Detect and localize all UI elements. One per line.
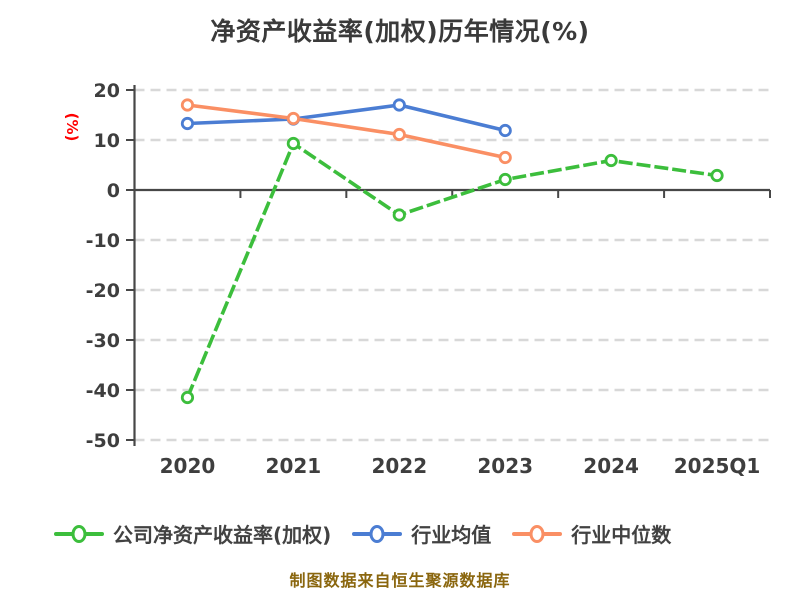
data-point-marker[interactable] — [286, 111, 300, 126]
data-point-marker[interactable] — [498, 123, 512, 138]
y-tick-label: -30 — [86, 330, 120, 352]
legend-item-company-roe[interactable]: 公司净资产收益率(加权) — [54, 519, 331, 548]
y-tick-label: 20 — [94, 80, 120, 102]
y-tick-label: 0 — [107, 180, 120, 202]
x-tick-label: 2020 — [160, 454, 216, 478]
x-tick-label: 2025Q1 — [674, 454, 761, 478]
data-point-marker[interactable] — [392, 127, 406, 142]
y-tick-label: -50 — [86, 430, 120, 452]
data-point-marker[interactable] — [710, 168, 724, 183]
data-point-marker[interactable] — [604, 153, 618, 168]
legend-label: 行业中位数 — [571, 523, 672, 547]
data-point-marker[interactable] — [180, 390, 195, 405]
series-line — [187, 103, 506, 160]
data-source-caption: 制图数据来自恒生聚源数据库 — [289, 571, 511, 590]
y-tick-label: -10 — [86, 230, 120, 252]
legend: 公司净资产收益率(加权) 行业均值 行业中位数 — [54, 519, 671, 548]
data-point-marker[interactable] — [498, 150, 512, 165]
data-point-marker[interactable] — [392, 208, 406, 222]
legend-item-industry-median[interactable]: 行业中位数 — [512, 519, 671, 548]
data-point-marker[interactable] — [180, 116, 195, 131]
y-tick-label: 10 — [94, 130, 120, 152]
line-marker-icon — [352, 522, 403, 546]
chart-title: 净资产收益率(加权)历年情况(%) — [210, 17, 590, 46]
line-marker-icon — [54, 522, 104, 546]
data-point-marker[interactable] — [392, 98, 406, 112]
x-tick-label: 2023 — [477, 454, 533, 478]
legend-label: 公司净资产收益率(加权) — [113, 523, 332, 547]
line-marker-icon — [512, 522, 563, 546]
legend-item-industry-average[interactable]: 行业均值 — [352, 519, 491, 548]
data-point-marker[interactable] — [286, 136, 300, 151]
x-tick-label: 2021 — [266, 454, 322, 478]
series-line — [185, 141, 718, 399]
x-tick-label: 2022 — [371, 454, 427, 478]
data-point-marker[interactable] — [498, 172, 512, 187]
y-tick-label: -40 — [86, 380, 120, 402]
legend-label: 行业均值 — [411, 523, 492, 547]
series-line — [187, 103, 506, 133]
y-tick-label: -20 — [86, 280, 120, 302]
data-point-marker[interactable] — [180, 98, 195, 112]
x-tick-label: 2024 — [583, 454, 639, 478]
